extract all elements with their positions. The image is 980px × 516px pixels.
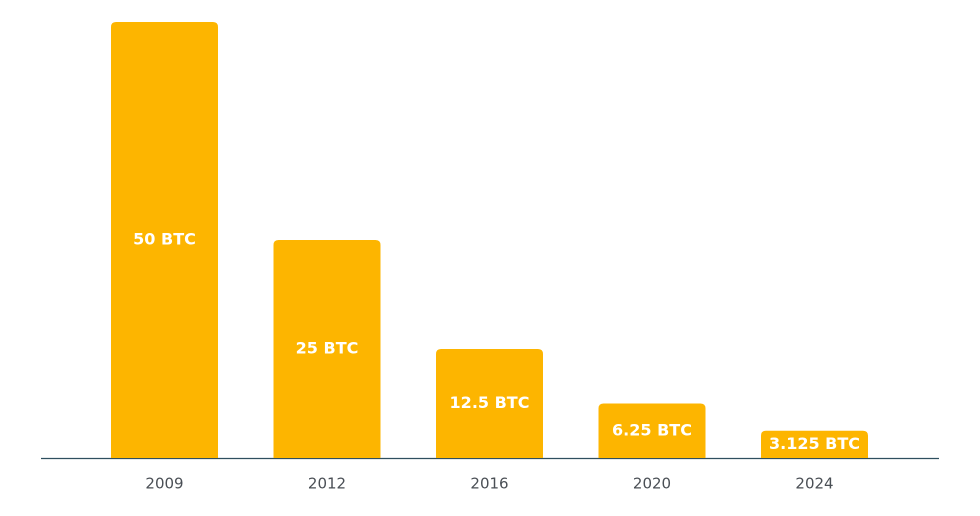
value-label: 3.125 BTC [769, 434, 860, 453]
bar [598, 403, 706, 458]
x-tick-label: 2012 [308, 475, 346, 493]
bar [761, 430, 868, 458]
x-tick-label: 2024 [795, 475, 833, 493]
bar [436, 349, 543, 458]
x-tick-label: 2016 [470, 475, 508, 493]
value-label: 6.25 BTC [612, 420, 692, 439]
value-label: 12.5 BTC [450, 393, 530, 412]
bar [273, 240, 381, 458]
bar [111, 22, 218, 458]
value-label: 50 BTC [133, 230, 196, 249]
x-tick-label: 2009 [145, 475, 183, 493]
value-label: 25 BTC [296, 339, 359, 358]
x-tick-label: 2020 [633, 475, 671, 493]
